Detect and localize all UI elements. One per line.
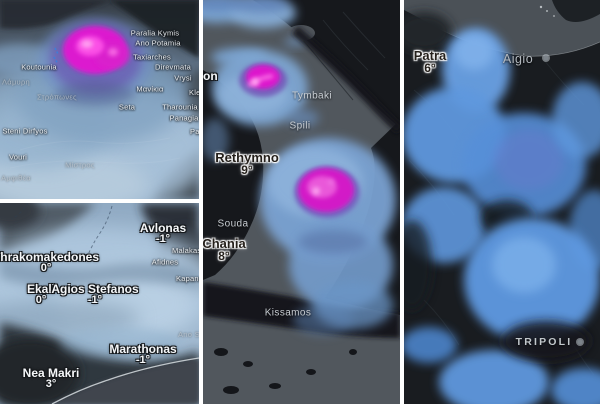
poi-dot-icon bbox=[577, 339, 583, 345]
attica-map-art bbox=[0, 203, 199, 404]
map-panel-peloponnese[interactable]: Patra 6° Aigio TRIPOLI bbox=[404, 0, 600, 404]
peloponnese-map-art bbox=[404, 0, 600, 404]
evia-map-art bbox=[0, 0, 199, 199]
ski-marker-icon bbox=[53, 47, 59, 65]
poi-dot-icon bbox=[543, 55, 549, 61]
map-panel-evia[interactable]: Paralia Kymis Ano Potamia Taxiarches Dir… bbox=[0, 0, 199, 199]
map-panel-attica[interactable]: Avlonas -1° Malakasa Thrakomakedones 0° … bbox=[0, 203, 199, 404]
map-panel-crete[interactable]: on Tymbaki Spili Rethymno 9° Souda Chani… bbox=[203, 0, 400, 404]
crete-map-art bbox=[203, 0, 400, 404]
